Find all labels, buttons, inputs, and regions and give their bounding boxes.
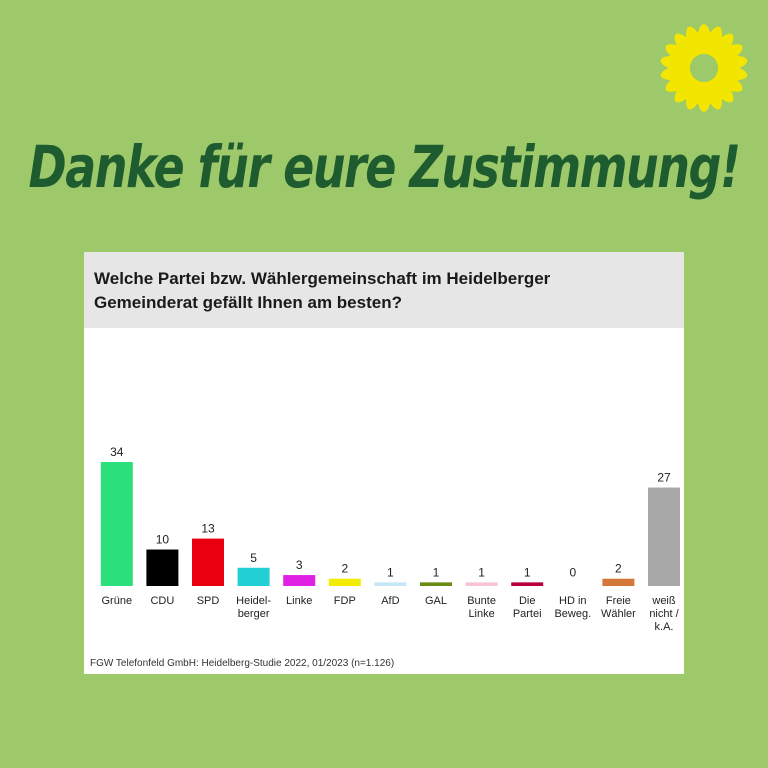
category-label-spd: SPD [197, 595, 220, 607]
value-label-weiß-nicht-k-a: 27 [657, 471, 671, 485]
bar-gal [420, 582, 452, 586]
bar-die-partei [511, 582, 544, 586]
sunflower-petal [711, 70, 743, 92]
bar-freie-wähler [602, 578, 635, 586]
bar-afd [374, 582, 407, 586]
chart-title-line-2: Gemeinderat gefällt Ihnen am besten? [94, 293, 402, 312]
category-label-weiß-nicht-k-a: weiß nicht / k.A. [649, 595, 679, 633]
category-label-gal: GAL [425, 595, 447, 607]
category-label-heidel-berger: Heidel-berger [236, 595, 271, 620]
bar-bunte-linke [465, 582, 498, 586]
category-label-cdu: CDU [150, 595, 174, 607]
bar-spd [192, 538, 224, 586]
sunflower-petal [665, 44, 697, 66]
chart-source: FGW Telefonfeld GmbH: Heidelberg-Studie … [90, 658, 395, 669]
sunflower-icon [660, 24, 748, 112]
category-label-freie-wähler: Freie Wähler [601, 595, 636, 620]
bar-cdu [146, 549, 179, 586]
card-header: Welche Partei bzw. Wählergemeinschaft im… [84, 252, 684, 328]
bar-linke [283, 575, 316, 586]
value-label-cdu: 10 [156, 533, 170, 547]
value-label-grüne: 34 [110, 445, 124, 459]
sunflower-petal [708, 33, 734, 62]
sunflower-petal [704, 26, 722, 60]
bar-heidel-berger [237, 567, 270, 586]
value-label-die-partei: 1 [524, 565, 531, 579]
category-label-hd-in-beweg: HD in Beweg. [554, 595, 591, 620]
value-label-heidel-berger: 5 [250, 551, 257, 565]
category-label-die-partei: Die Partei [513, 595, 542, 620]
sunflower-petal [686, 76, 704, 110]
category-label-grüne: Grüne [102, 595, 133, 607]
value-label-fdp: 2 [341, 562, 348, 576]
category-label-linke: Linke [286, 595, 312, 607]
bar-fdp [328, 578, 361, 586]
value-label-gal: 1 [433, 565, 440, 579]
value-label-afd: 1 [387, 565, 394, 579]
bar-weiß-nicht-k-a [648, 487, 680, 586]
value-label-freie-wähler: 2 [615, 562, 622, 576]
value-label-hd-in-beweg: 0 [569, 566, 576, 580]
survey-card: Welche Partei bzw. Wählergemeinschaft im… [84, 252, 684, 674]
category-label-afd: AfD [381, 595, 399, 607]
category-label-bunte-linke: Bunte Linke [467, 595, 496, 620]
value-label-bunte-linke: 1 [478, 565, 485, 579]
value-label-spd: 13 [201, 522, 215, 536]
category-label-fdp: FDP [334, 595, 356, 607]
bar-grüne [100, 462, 133, 586]
sunflower-petal [686, 26, 704, 60]
chart-title-line-1: Welche Partei bzw. Wählergemeinschaft im… [94, 269, 551, 288]
headline: Danke für eure Zustimmung! [28, 133, 741, 201]
chart-title: Welche Partei bzw. Wählergemeinschaft im… [94, 267, 674, 315]
value-label-linke: 3 [296, 558, 303, 572]
bar-chart: 34Grüne10CDU13SPD5Heidel-berger3Linke2FD… [100, 445, 680, 633]
sunflower-petal [674, 74, 700, 103]
